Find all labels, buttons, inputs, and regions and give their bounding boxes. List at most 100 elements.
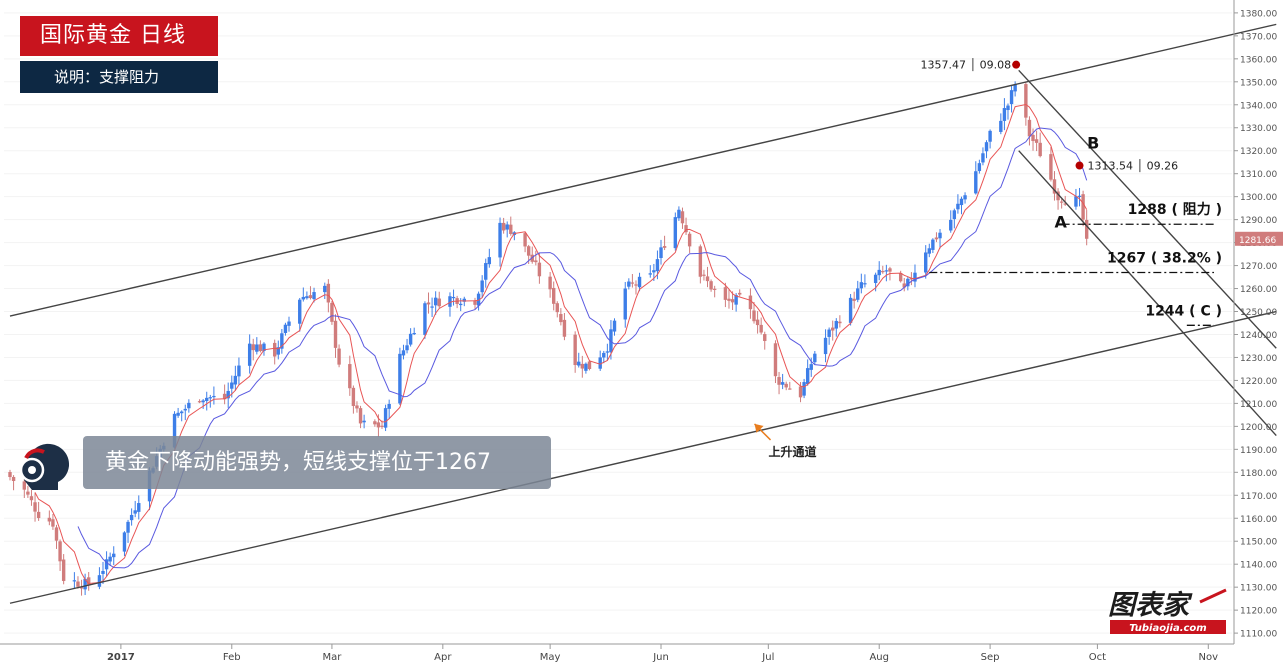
candle-body [1063,203,1067,205]
candle-body [362,420,366,423]
down-line-1-line [1018,69,1277,349]
candle-body [526,246,531,256]
b-high-marker [1075,161,1084,170]
candle-body [433,297,438,306]
candle-body [580,363,585,369]
y-tick-label: 1320.00 [1240,147,1277,157]
x-tick-label: Mar [322,652,342,663]
candle-body [61,559,66,581]
candle-body [387,403,391,409]
candle-body [408,333,413,345]
candle-body [655,259,660,272]
candle-body [856,288,860,300]
candle-body [698,246,703,277]
y-tick-label: 1120.00 [1240,607,1277,617]
y-tick-label: 1230.00 [1240,354,1277,364]
y-tick-label: 1170.00 [1240,492,1277,502]
candle-body [748,295,753,310]
candle-body [956,203,960,210]
x-tick-label: Nov [1199,652,1219,663]
candle-body [36,511,41,519]
candle-body [176,412,180,416]
candle-body [627,281,631,287]
candle-body [401,350,406,356]
down-line-2-line [1018,150,1277,437]
candle-body [26,491,30,495]
candle-body [834,320,838,329]
x-tick-label: Apr [434,652,452,663]
candle-body [773,343,778,377]
lower-channel-line [9,310,1277,604]
candle-body [884,270,889,272]
candle-body [205,397,209,402]
candle-body [104,559,109,570]
candle-body [981,153,985,163]
candle-body [552,287,556,304]
candles [8,81,1089,596]
candle-body [755,319,760,326]
x-tick-label: Oct [1089,652,1106,663]
x-tick-label: Jul [761,652,774,663]
candle-body [723,287,728,300]
candle-body [727,298,731,301]
moving-averages [34,103,1088,585]
candle-body [602,352,606,358]
candle-body [398,353,402,404]
candle-body [8,472,12,478]
level-label: 1244 ( C ) [1145,303,1222,319]
candle-body [430,306,434,308]
candle-body [298,299,302,324]
candle-body [101,570,105,574]
candle-body [383,408,388,428]
candle-body [598,357,602,369]
candle-body [902,283,906,288]
candle-body [534,260,538,263]
candle-body [648,273,652,275]
candle-body [680,211,685,224]
y-tick-label: 1210.00 [1240,400,1277,410]
channel-label: 上升通道 [769,444,817,459]
annotations: 1357.47 │ 09.08 1313.54 │ 09.26 A B 上升通道 [753,58,1178,459]
candle-body [548,276,552,290]
candle-body [609,329,613,353]
candle-body [623,288,627,320]
candle-body [437,298,441,307]
candle-body [326,283,331,303]
candle-body [988,130,992,142]
candle-body [777,377,781,385]
candle-body [337,348,341,365]
y-tick-label: 1370.00 [1240,32,1277,42]
candle-body [630,282,635,284]
candle-body [462,298,466,302]
candle-body [863,283,867,285]
candle-body [283,324,288,334]
candle-body [255,344,259,352]
chart-title: 国际黄金 日线 [20,16,218,56]
candle-body [730,299,735,303]
candle-body [963,195,967,200]
channel-lines [9,23,1277,604]
candle-body [605,351,610,353]
x-tick-label: Sep [981,652,1000,663]
candle-body [612,320,617,332]
candle-body [498,222,502,258]
candle-body [823,337,828,355]
candle-body [287,321,291,326]
candle-body [877,269,881,276]
x-tick-label: May [540,652,561,663]
y-tick-label: 1330.00 [1240,124,1277,134]
candle-body [1009,90,1014,105]
candle-body [480,280,484,293]
x-tick-label: Aug [869,652,889,663]
candle-body [11,476,16,482]
candle-body [848,297,853,323]
candle-body [734,295,738,305]
candle-body [813,353,817,363]
candle-body [798,386,803,398]
candle-body [97,575,102,587]
candle-body [677,209,681,219]
candle-body [673,217,678,249]
candle-body [237,365,241,377]
candle-body [752,310,756,322]
